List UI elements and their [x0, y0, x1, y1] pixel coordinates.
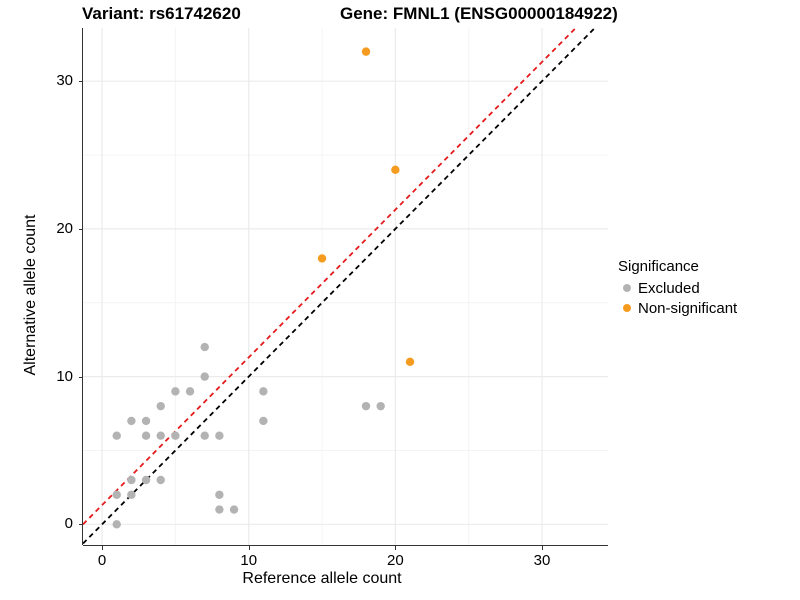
circle-dot-icon — [623, 284, 631, 292]
y-tick-mark — [79, 81, 83, 83]
legend-item-excluded[interactable]: Excluded — [618, 278, 798, 298]
x-tick-mark — [248, 546, 250, 550]
x-tick-label: 30 — [533, 552, 551, 569]
y-axis-line — [82, 28, 83, 545]
legend: Significance Excluded Non-significant — [618, 258, 798, 318]
data-point — [141, 475, 151, 485]
y-tick-mark — [79, 228, 83, 230]
y-tick-label: 30 — [56, 72, 73, 90]
series-excluded — [112, 342, 385, 529]
legend-key-swatch — [618, 299, 636, 317]
data-point — [259, 387, 268, 396]
data-point — [215, 490, 224, 499]
data-point — [229, 505, 239, 514]
data-point — [200, 372, 209, 381]
plot-panel — [83, 28, 608, 545]
data-point — [171, 431, 180, 440]
data-point — [127, 416, 136, 426]
x-tick-mark — [542, 546, 543, 550]
y-tick-mark — [79, 376, 83, 378]
x-axis-title: Reference allele count — [242, 570, 402, 587]
variant-title: Variant: rs61742620 — [82, 4, 241, 23]
y-tick-label: 0 — [64, 515, 73, 533]
data-point — [215, 505, 224, 514]
data-point — [141, 416, 151, 426]
data-point — [259, 416, 268, 426]
legend-key-swatch — [618, 279, 636, 297]
data-point — [391, 165, 400, 175]
x-tick-mark — [102, 546, 104, 550]
data-point — [215, 431, 224, 440]
legend-title: Significance — [618, 258, 699, 275]
data-point — [405, 357, 415, 367]
data-point — [317, 254, 327, 263]
title-row: Variant: rs61742620 Gene: FMNL1 (ENSG000… — [0, 0, 620, 28]
legend-item-label: Excluded — [638, 279, 700, 297]
y-axis-title: Alternative allele count — [22, 214, 39, 376]
data-point — [185, 387, 195, 396]
data-point — [156, 401, 165, 411]
data-point — [127, 475, 136, 485]
x-tick-label: 0 — [97, 552, 107, 569]
data-point — [361, 47, 371, 56]
data-point — [171, 387, 180, 396]
y-tick-label: 20 — [56, 219, 73, 237]
data-point — [200, 342, 209, 352]
data-point — [156, 475, 165, 485]
x-axis-line — [83, 545, 608, 546]
gene-title: Gene: FMNL1 (ENSG00000184922) — [340, 4, 618, 23]
y-tick-mark — [79, 524, 83, 526]
data-point — [127, 490, 136, 499]
circle-dot-icon — [623, 304, 631, 312]
data-point — [112, 431, 121, 440]
series-non-significant — [317, 47, 415, 367]
data-point — [156, 431, 165, 440]
y-tick-label: 10 — [56, 367, 73, 385]
legend-item-non-significant[interactable]: Non-significant — [618, 298, 798, 318]
data-point — [112, 490, 121, 499]
data-point — [112, 520, 121, 529]
legend-item-label: Non-significant — [638, 299, 738, 317]
data-point — [376, 401, 385, 411]
data-point — [141, 431, 151, 440]
data-point — [361, 401, 371, 411]
data-point — [200, 431, 209, 440]
plot-canvas — [83, 28, 608, 545]
x-tick-label: 10 — [240, 552, 258, 569]
legend-items: Excluded Non-significant — [618, 278, 798, 318]
x-tick-mark — [395, 546, 397, 550]
x-tick-label: 20 — [387, 552, 404, 569]
